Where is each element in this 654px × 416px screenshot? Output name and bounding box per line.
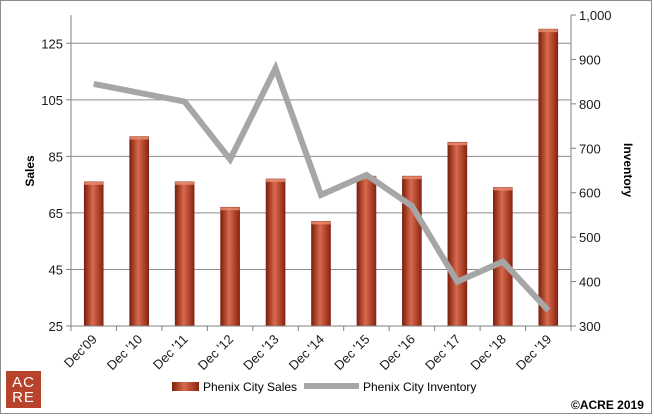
legend-swatch-sales (172, 382, 199, 391)
x-tick-label: Dec '15 (331, 332, 372, 373)
inventory-series-line (93, 60, 551, 313)
axes (70, 15, 572, 331)
left-tick-label: 85 (49, 149, 63, 164)
legend: Phenix City Sales Phenix City Inventory (172, 380, 476, 394)
logo-line-1: AC (12, 373, 35, 391)
bar-cap-1 (129, 136, 149, 140)
bar-0 (83, 181, 104, 327)
bar-cap-4 (266, 178, 286, 182)
bar-9 (493, 187, 513, 327)
left-tick-label: 45 (49, 262, 63, 277)
left-axis-ticks: 25 45 65 85 105 125 (41, 36, 71, 334)
bar-3 (220, 206, 240, 327)
x-tick-label: Dec '13 (240, 332, 281, 373)
left-tick-label: 125 (41, 36, 63, 51)
bar-cap-3 (220, 207, 240, 211)
bar-cap-9 (493, 187, 513, 191)
x-tick-label: Dec '11 (150, 332, 191, 373)
x-axis-ticks: Dec'09 Dec '10 Dec '11 Dec '12 Dec '13 Dec '1… (61, 332, 554, 373)
bar-1 (129, 136, 149, 327)
x-tick-label: Dec '12 (195, 332, 236, 373)
x-tick-label: Dec'09 (61, 332, 100, 371)
right-tick-label: 300 (579, 319, 601, 334)
left-tick-label: 105 (41, 93, 63, 108)
right-tick-label: 800 (579, 97, 601, 112)
right-tick-label: 900 (579, 52, 601, 67)
bar-cap-7 (402, 176, 422, 180)
x-tick-label: Dec '19 (513, 332, 554, 373)
logo-line-2: RE (12, 388, 35, 406)
bar-2 (174, 181, 195, 327)
right-tick-label: 600 (579, 186, 601, 201)
right-tick-label: 500 (579, 230, 601, 245)
bar-cap-8 (447, 142, 467, 146)
bar-5 (311, 221, 331, 327)
x-tick-label: Dec '17 (422, 332, 463, 373)
x-tick-label: Dec '10 (104, 332, 145, 373)
x-tick-label: Dec '18 (467, 332, 508, 373)
legend-label-inventory: Phenix City Inventory (363, 380, 476, 394)
legend-label-sales: Phenix City Sales (203, 380, 297, 394)
bar-cap-10 (538, 29, 558, 33)
right-tick-label: 700 (579, 141, 601, 156)
bar-6 (356, 175, 377, 327)
left-tick-label: 65 (49, 206, 63, 221)
right-axis-ticks: 300 400 500 600 700 800 900 1,000 (571, 8, 612, 334)
bar-10 (538, 28, 559, 327)
bar-cap-0 (84, 181, 104, 185)
bar-cap-2 (175, 181, 195, 185)
x-tick-label: Dec '14 (286, 332, 327, 373)
acre-logo: AC RE (6, 371, 41, 408)
right-tick-label: 1,000 (579, 8, 612, 23)
bar-cap-5 (311, 221, 331, 225)
x-tick-label: Dec '16 (377, 332, 418, 373)
copyright-text: ©ACRE 2019 (571, 398, 644, 412)
bar-4 (265, 178, 286, 327)
right-tick-label: 400 (579, 275, 601, 290)
left-axis-title: Sales (23, 155, 37, 187)
sales-bars (83, 28, 559, 327)
bar-8 (447, 141, 468, 327)
inventory-line (93, 60, 551, 313)
left-tick-label: 25 (49, 319, 63, 334)
right-axis-title: Inventory (621, 143, 635, 197)
